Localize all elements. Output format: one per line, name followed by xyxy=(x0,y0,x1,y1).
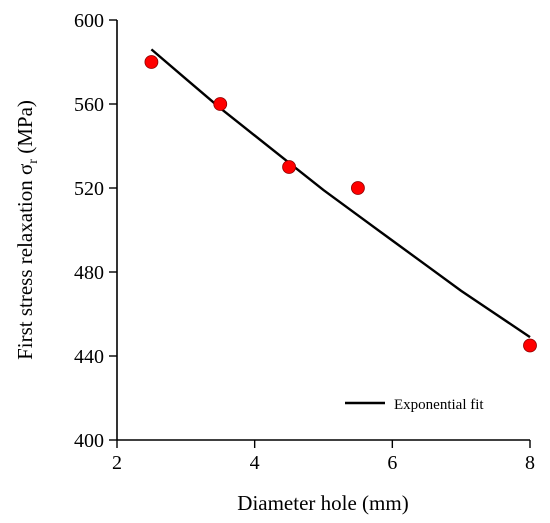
data-point-4 xyxy=(351,181,365,195)
x-axis-title: Diameter hole (mm) xyxy=(237,491,408,515)
data-point-2 xyxy=(213,97,228,111)
data-point-3 xyxy=(282,160,296,174)
x-tick-label-2: 2 xyxy=(112,452,122,474)
x-tick-label-8: 8 xyxy=(525,452,535,474)
y-tick-label-560: 560 xyxy=(74,94,104,116)
x-tick-label-4: 4 xyxy=(250,452,260,474)
y-ticks: 400 440 480 520 560 600 xyxy=(74,10,117,452)
fit-line xyxy=(150,48,531,339)
legend: Exponential fit xyxy=(345,397,484,413)
y-axis-title: First stress relaxation σr (MPa) xyxy=(13,100,41,360)
data-point-1 xyxy=(144,55,159,69)
axes xyxy=(116,20,530,441)
y-tick-label-440: 440 xyxy=(74,346,104,368)
legend-label-exponential-fit: Exponential fit xyxy=(394,397,484,413)
points-layer xyxy=(144,55,537,353)
y-tick-label-600: 600 xyxy=(74,10,104,32)
y-axis-title-main: First stress relaxation σ xyxy=(13,164,37,360)
y-tick-label-520: 520 xyxy=(74,178,104,200)
x-ticks: 2 4 6 8 xyxy=(112,440,535,474)
data-point-5 xyxy=(523,338,537,353)
x-tick-label-6: 6 xyxy=(387,452,397,474)
y-axis-title-subscript: r xyxy=(26,159,41,164)
fit-layer xyxy=(150,48,531,339)
y-axis-title-unit: (MPa) xyxy=(13,100,37,159)
y-tick-label-480: 480 xyxy=(74,262,104,284)
y-tick-label-400: 400 xyxy=(74,430,104,452)
